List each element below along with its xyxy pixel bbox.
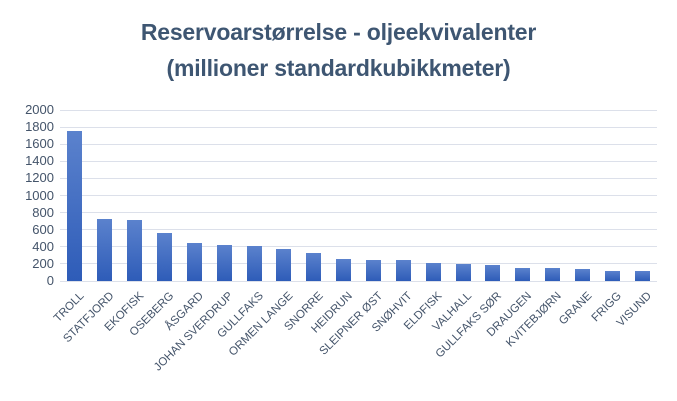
bar [515,268,531,281]
y-tick-label: 400 [32,238,54,254]
chart-title-line-1: Reservoarstørrelse - oljeekvivalenter [140,19,537,45]
bar [604,270,620,281]
bar [67,131,83,281]
y-tick-label: 0 [46,273,54,288]
bar [186,242,202,281]
gridline [60,229,657,231]
bar [365,259,381,281]
chart-title: Reservoarstørrelse - oljeekvivalenter (m… [0,14,677,86]
y-tick-label: 2000 [25,102,54,117]
x-category-label: GRANE [556,290,594,328]
bar [634,271,650,281]
y-tick-label: 1400 [25,153,54,169]
bar [216,244,232,281]
y-tick-label: 1000 [25,187,54,203]
gridline [60,177,657,179]
bar [127,220,143,281]
gridline [60,246,657,248]
y-tick-label: 600 [32,221,54,237]
chart-title-line-2: (millioner standardkubikkmeter) [166,55,511,81]
bar [306,253,322,281]
gridline [60,160,657,162]
gridline [60,212,657,214]
x-category-label: KVITEBJØRN [504,290,564,350]
bar [97,219,113,281]
bar [425,263,441,281]
y-tick-label: 1600 [25,136,54,152]
y-tick-label: 1800 [25,119,54,135]
bar [485,265,501,281]
y-tick-label: 800 [32,204,54,220]
gridline [60,109,657,111]
gridline [60,263,657,265]
bar [157,233,172,281]
y-tick-label: 1200 [25,170,54,186]
bar [336,259,352,281]
gridline [60,280,657,282]
bar [246,245,262,281]
bar [574,269,590,281]
bar [545,268,560,281]
bar [276,249,292,281]
gridline [60,143,657,145]
gridline [60,126,657,128]
gridline [60,195,657,196]
y-tick-label: 200 [32,255,54,271]
bar [395,260,411,281]
bar [455,264,471,281]
